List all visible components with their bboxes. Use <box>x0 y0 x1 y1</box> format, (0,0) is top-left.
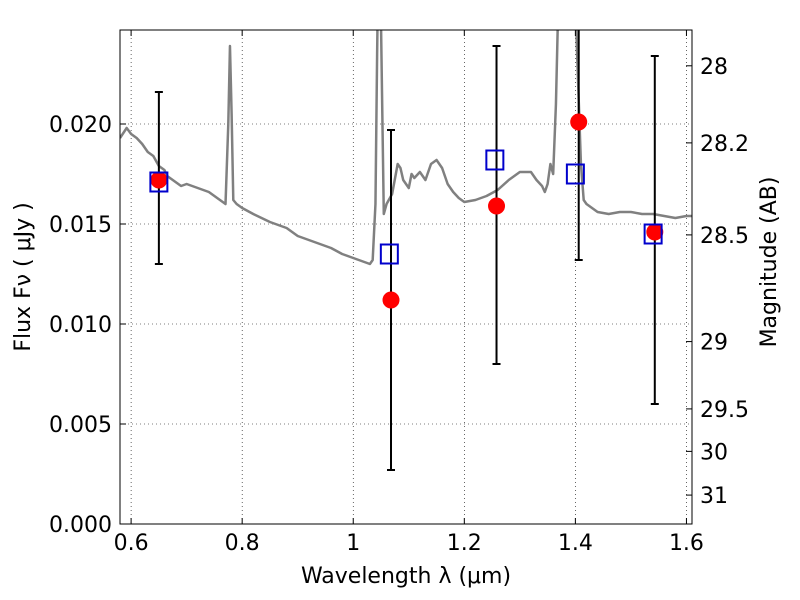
axes: 0.6 0.8 1 1.2 1.4 1.6 0.000 0.005 0.010 0.015 0.02… <box>11 30 782 589</box>
y2-tick-label: 28 <box>700 55 728 80</box>
x-tick-label: 0.8 <box>225 531 260 556</box>
y2-tick-label: 29.5 <box>700 398 749 423</box>
plot-frame <box>119 29 693 525</box>
x-axis-label: Wavelength λ (μm) <box>301 564 511 589</box>
y-tick-label: 0.005 <box>49 413 112 438</box>
model-band-square <box>565 163 585 185</box>
model-band-square <box>379 243 399 265</box>
y-axis-label: Flux Fν ( μJy ) <box>11 202 36 351</box>
observed-point <box>570 113 588 131</box>
observed-point <box>488 197 506 215</box>
y-tick-label: 0.000 <box>49 513 112 538</box>
y-tick-label: 0.015 <box>49 213 112 238</box>
plot-background <box>120 30 692 524</box>
y2-tick-label: 28.5 <box>700 224 749 249</box>
y2-tick-label: 28.2 <box>700 132 749 157</box>
x-tick-label: 0.6 <box>114 531 149 556</box>
x-tick-label: 1 <box>346 531 360 556</box>
y2-tick-label: 29 <box>700 331 728 356</box>
x-tick-label: 1.6 <box>669 531 704 556</box>
model-band-square <box>485 149 505 171</box>
model-band-square <box>643 223 663 245</box>
observed-point <box>382 291 400 309</box>
x-tick-label: 1.2 <box>447 531 482 556</box>
observed-point <box>150 171 168 189</box>
x-tick-label: 1.4 <box>558 531 593 556</box>
model-band-square <box>149 171 169 193</box>
observed-point <box>646 223 664 241</box>
y2-tick-label: 30 <box>700 440 728 465</box>
y2-tick-label: 31 <box>700 484 728 509</box>
plot-area <box>120 30 692 471</box>
y2-axis-label: Magnitude (AB) <box>757 177 782 348</box>
y-tick-label: 0.010 <box>49 313 112 338</box>
y-tick-label: 0.020 <box>49 113 112 138</box>
model-spectrum-line <box>120 30 692 266</box>
